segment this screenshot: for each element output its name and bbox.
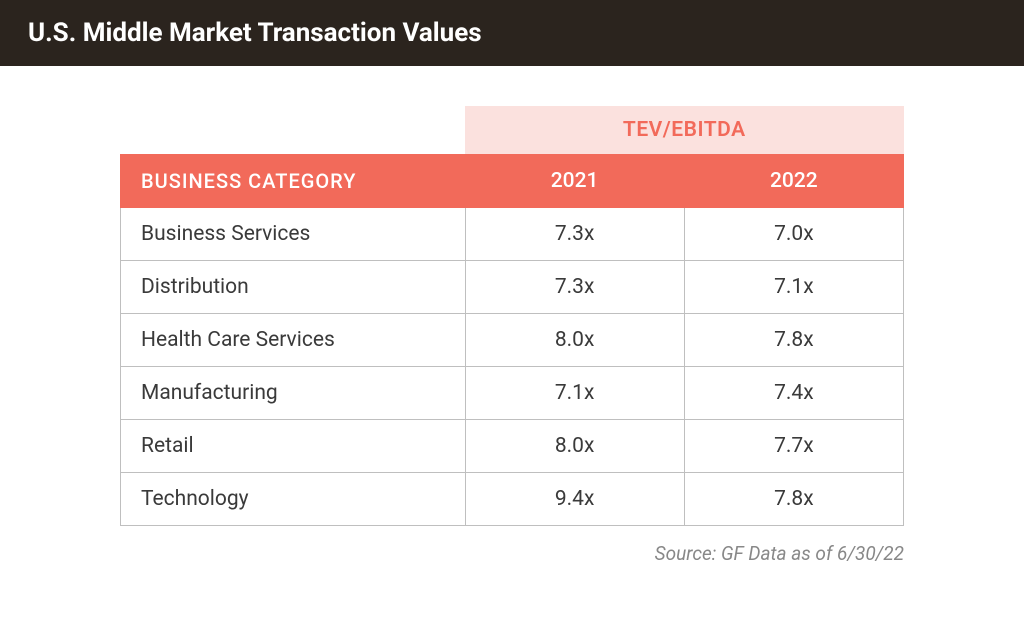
page-title: U.S. Middle Market Transaction Values xyxy=(28,18,482,48)
col-header-category: BUSINESS CATEGORY xyxy=(121,155,466,208)
cell-value: 7.8x xyxy=(684,314,903,367)
cell-value: 7.1x xyxy=(465,367,684,420)
col-header-year-1: 2022 xyxy=(684,155,903,208)
cell-value: 9.4x xyxy=(465,473,684,526)
super-header-row: TEV/EBITDA xyxy=(121,106,904,155)
table-row: Retail 8.0x 7.7x xyxy=(121,420,904,473)
title-bar: U.S. Middle Market Transaction Values xyxy=(0,0,1024,66)
cell-value: 8.0x xyxy=(465,420,684,473)
cell-value: 7.3x xyxy=(465,208,684,261)
table-row: Manufacturing 7.1x 7.4x xyxy=(121,367,904,420)
transaction-table: TEV/EBITDA BUSINESS CATEGORY 2021 2022 B… xyxy=(120,106,904,526)
table-row: Health Care Services 8.0x 7.8x xyxy=(121,314,904,367)
cell-value: 8.0x xyxy=(465,314,684,367)
super-header-blank xyxy=(121,106,466,155)
cell-category: Retail xyxy=(121,420,466,473)
table-row: Business Services 7.3x 7.0x xyxy=(121,208,904,261)
cell-value: 7.7x xyxy=(684,420,903,473)
cell-category: Manufacturing xyxy=(121,367,466,420)
cell-value: 7.1x xyxy=(684,261,903,314)
col-header-year-0: 2021 xyxy=(465,155,684,208)
table-wrap: TEV/EBITDA BUSINESS CATEGORY 2021 2022 B… xyxy=(120,106,904,526)
super-header-label: TEV/EBITDA xyxy=(465,106,903,155)
cell-category: Business Services xyxy=(121,208,466,261)
table-body: Business Services 7.3x 7.0x Distribution… xyxy=(121,208,904,526)
page: U.S. Middle Market Transaction Values TE… xyxy=(0,0,1024,621)
header-row: BUSINESS CATEGORY 2021 2022 xyxy=(121,155,904,208)
cell-value: 7.3x xyxy=(465,261,684,314)
table-row: Distribution 7.3x 7.1x xyxy=(121,261,904,314)
cell-value: 7.0x xyxy=(684,208,903,261)
cell-value: 7.8x xyxy=(684,473,903,526)
table-row: Technology 9.4x 7.8x xyxy=(121,473,904,526)
cell-value: 7.4x xyxy=(684,367,903,420)
cell-category: Technology xyxy=(121,473,466,526)
cell-category: Health Care Services xyxy=(121,314,466,367)
cell-category: Distribution xyxy=(121,261,466,314)
source-line: Source: GF Data as of 6/30/22 xyxy=(0,542,904,565)
